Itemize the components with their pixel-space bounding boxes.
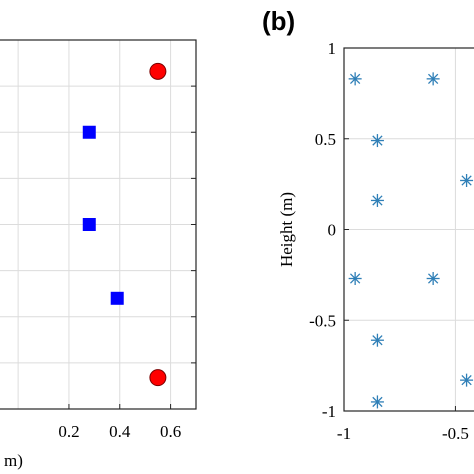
panel-a-x-tick-label: 0.6	[160, 422, 181, 441]
asterisk-point	[370, 193, 384, 207]
blue-square-point	[110, 291, 124, 305]
panel-b-x-tick-label: -1	[337, 424, 351, 443]
panel-b-grid	[344, 48, 474, 411]
red-circle-point	[149, 62, 167, 80]
panel-a-grid	[0, 40, 196, 409]
asterisk-point	[348, 272, 362, 286]
panel-b-y-tick-label: -1	[322, 402, 336, 421]
panel-b-y-tick-label: 0	[328, 221, 337, 240]
panel-a-x-ticks: 0.2 0.4 0.6	[58, 85, 196, 441]
panel-a-marks	[82, 62, 167, 387]
asterisk-point	[348, 72, 362, 86]
panel-b: (b) 1 0.5 0 -0.5 -1-1 -0.5 Height (m)	[262, 6, 474, 443]
panel-a-x-tick-label: 0.2	[58, 422, 79, 441]
asterisk-point	[370, 395, 384, 409]
blue-square-point	[82, 218, 96, 231]
panel-b-marks	[348, 72, 474, 409]
panel-b-y-tick-label: -0.5	[309, 311, 336, 330]
panel-b-y-tick-label: 1	[328, 39, 337, 58]
panel-b-y-tick-label: 0.5	[315, 130, 336, 149]
panel-b-y-axis-label: Height (m)	[277, 192, 296, 267]
panel-b-x-tick-label: -0.5	[442, 424, 469, 443]
panel-a-x-tick-label: 0.4	[109, 422, 131, 441]
red-circle-point	[149, 369, 167, 387]
asterisk-point	[426, 272, 440, 286]
asterisk-point	[370, 134, 384, 148]
asterisk-point	[460, 173, 474, 187]
asterisk-point	[370, 333, 384, 347]
asterisk-point	[460, 373, 474, 387]
panel-b-ticks: 1 0.5 0 -0.5 -1-1 -0.5	[309, 39, 469, 443]
panel-a: 0.2 0.4 0.6 m)	[0, 39, 197, 470]
panel-b-label: (b)	[262, 6, 295, 36]
blue-square-point	[82, 125, 96, 139]
panel-a-x-axis-label: m)	[4, 451, 23, 470]
asterisk-point	[426, 72, 440, 86]
